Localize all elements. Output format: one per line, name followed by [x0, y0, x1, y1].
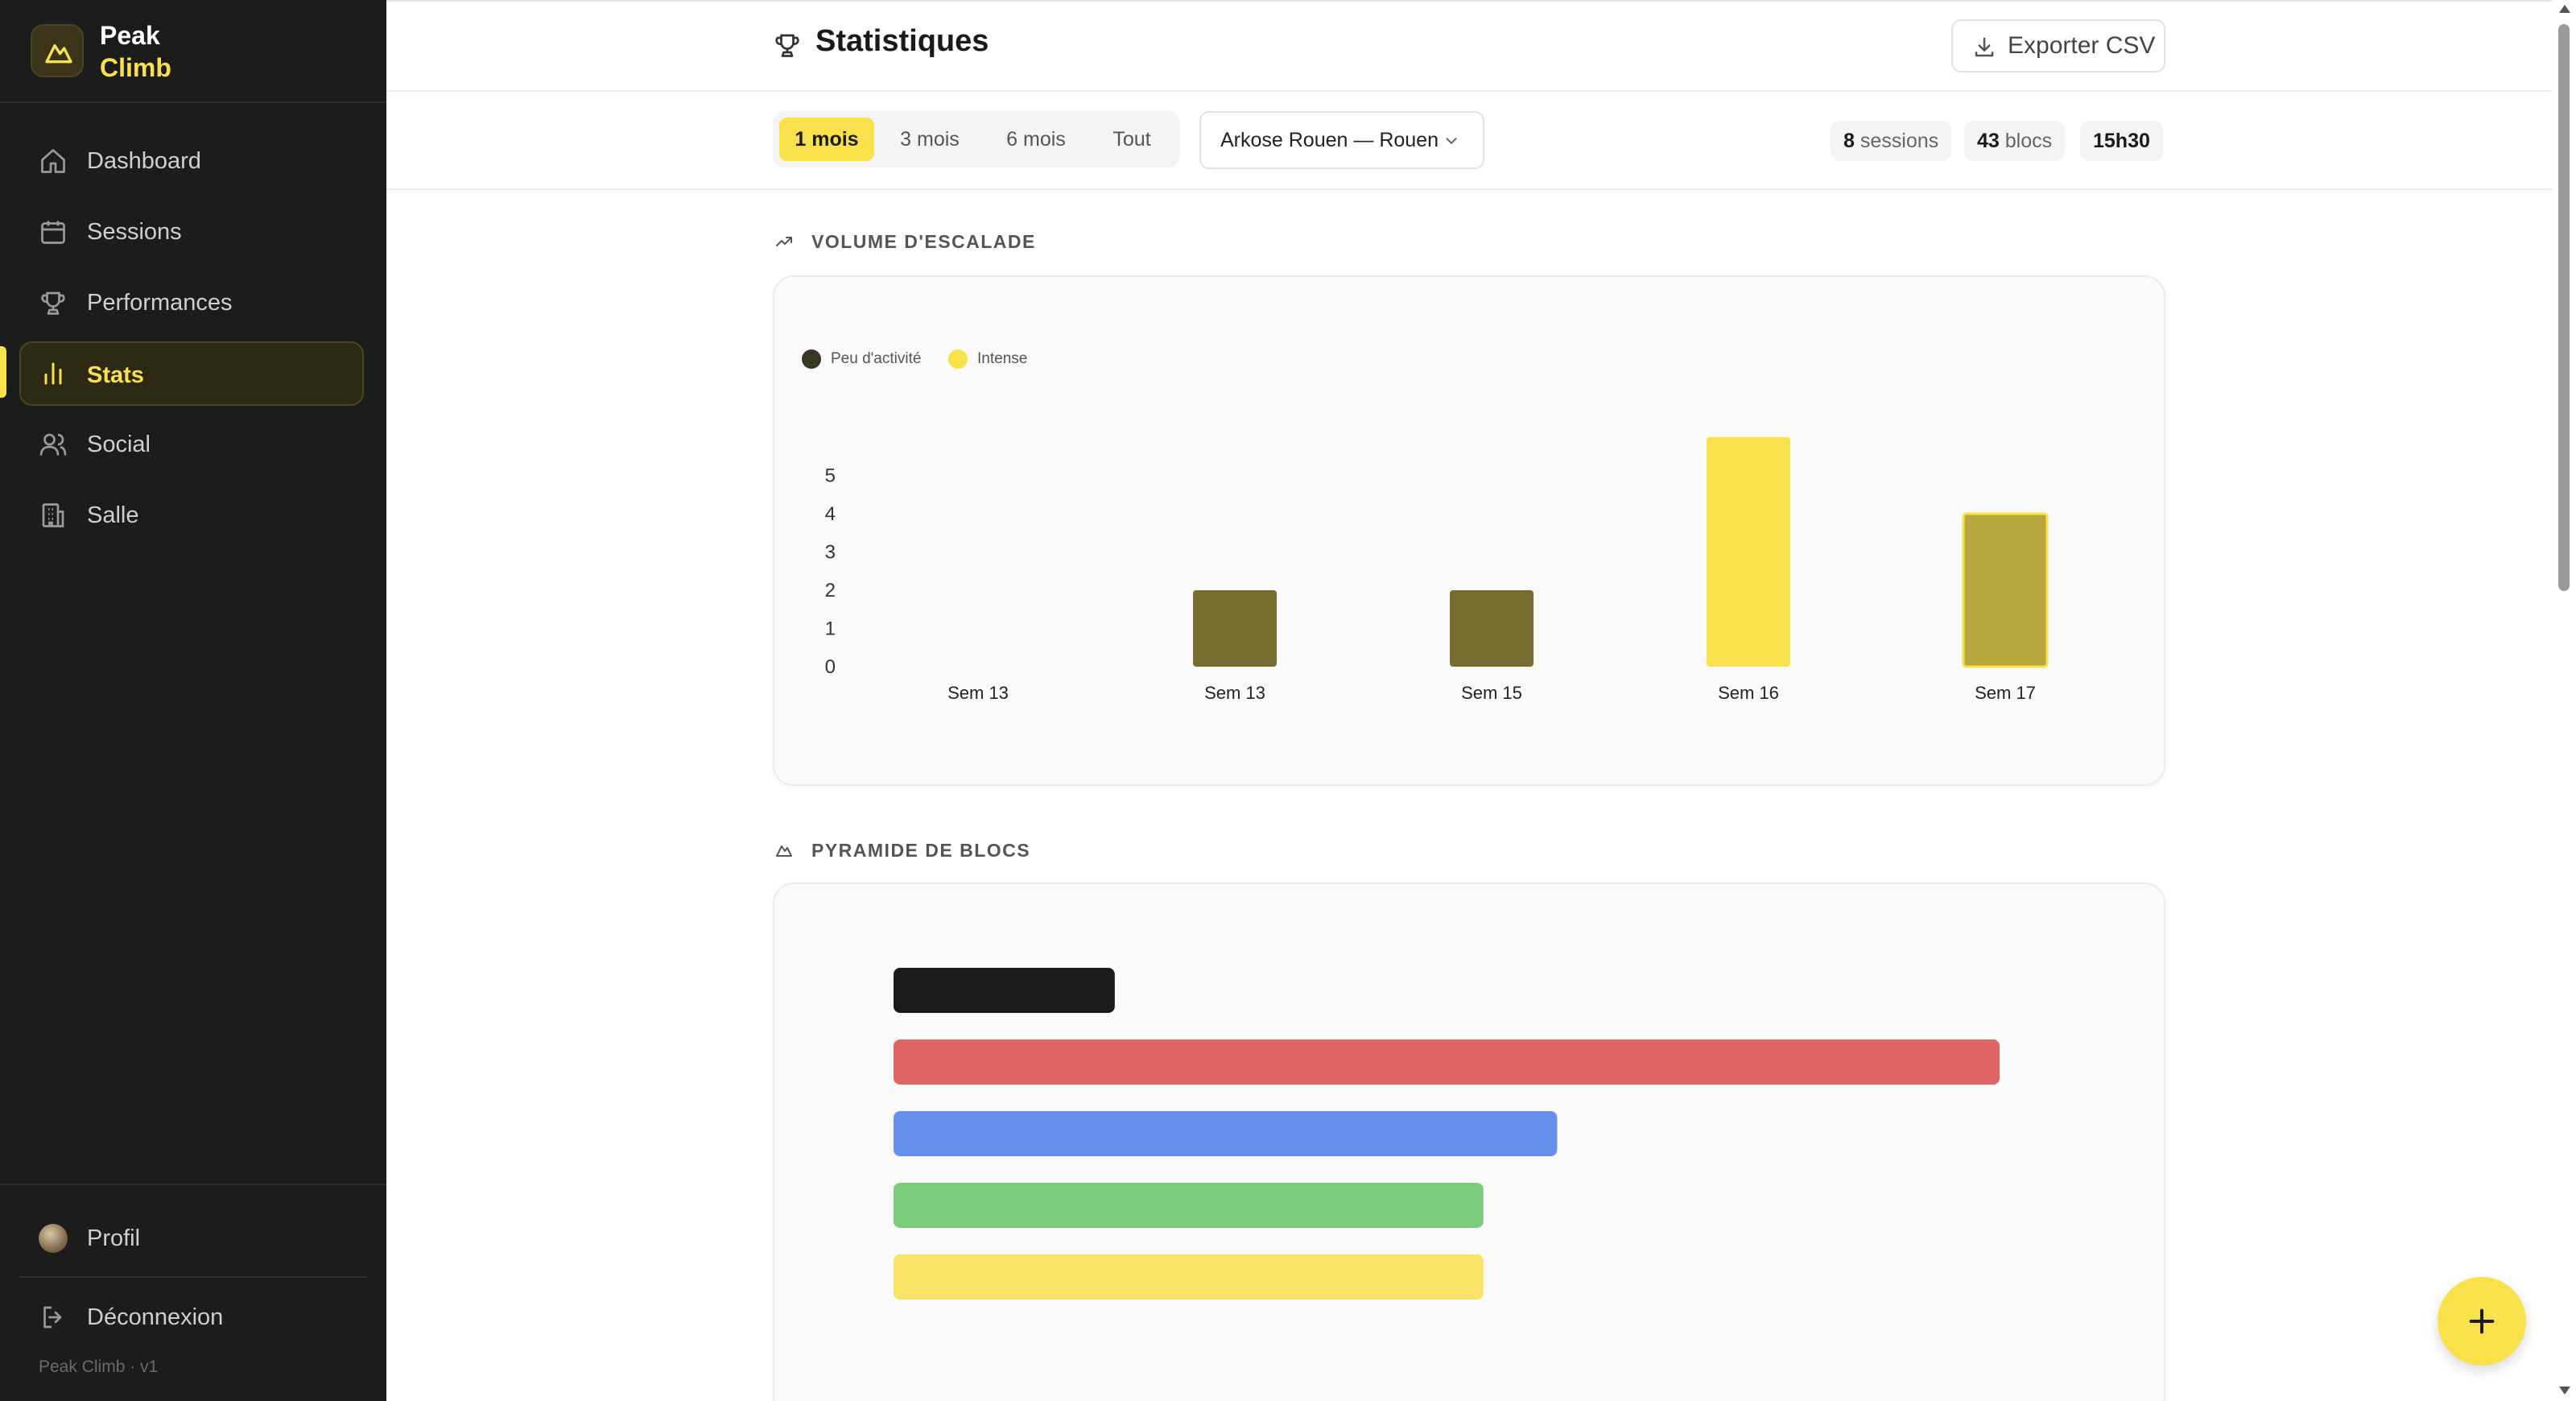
add-session-button[interactable] [2438, 1277, 2526, 1366]
period-all[interactable]: Tout [1113, 128, 1151, 151]
legend-dot-low [802, 349, 821, 369]
sidebar-item-stats[interactable]: Stats [19, 341, 364, 406]
y-tick-label: 3 [825, 542, 836, 564]
period-selector: 1 mois 3 mois 6 mois Tout [773, 111, 1180, 167]
volume-bar[interactable] [1193, 590, 1277, 667]
scrollbar-thumb[interactable] [2558, 24, 2570, 591]
total-duration: 15h30 [2080, 121, 2163, 161]
pyramid-bar[interactable] [894, 1254, 1484, 1300]
pyramid-bar[interactable] [894, 1183, 1484, 1228]
legend-label-low: Peu d'activité [831, 350, 922, 367]
sidebar-item-label: Salle [87, 502, 139, 528]
bar-chart-icon [44, 362, 62, 385]
logout-button[interactable]: Déconnexion [19, 1285, 364, 1349]
x-tick-label: Sem 17 [1975, 683, 2036, 703]
home-icon [41, 149, 65, 173]
pyramid-chart-card [773, 882, 2165, 1401]
gym-select[interactable]: Arkose Rouen — Rouen [1199, 111, 1484, 169]
y-tick-label: 5 [825, 465, 836, 487]
legend-label-intense: Intense [977, 350, 1028, 367]
brand-name: Peak Climb [100, 19, 171, 84]
sidebar: Peak Climb Dashboard Sessions Performanc… [0, 0, 386, 1401]
brand-name-line1: Peak [100, 21, 160, 50]
profile-link[interactable]: Profil [19, 1206, 364, 1271]
building-icon [42, 503, 64, 527]
sidebar-item-label: Stats [87, 362, 144, 388]
x-tick-label: Sem 16 [1718, 683, 1779, 703]
volume-bar[interactable] [1962, 512, 2049, 668]
x-tick-label: Sem 13 [947, 683, 1009, 703]
export-csv-label: Exporter CSV [2008, 32, 2156, 59]
sidebar-item-salle[interactable]: Salle [19, 483, 364, 548]
total-duration-value: 15h30 [2093, 130, 2150, 152]
scrollbar[interactable] [2552, 0, 2576, 1401]
sidebar-item-sessions[interactable]: Sessions [19, 200, 364, 264]
filter-bar [386, 92, 2552, 190]
y-tick-label: 2 [825, 580, 836, 601]
trending-up-icon [776, 237, 792, 246]
sidebar-item-dashboard[interactable]: Dashboard [19, 129, 364, 193]
active-indicator [0, 346, 6, 398]
pyramid-bar[interactable] [894, 1111, 1558, 1156]
scroll-up-arrow-icon[interactable] [2559, 5, 2570, 13]
blocs-count-label: blocs [2004, 130, 2053, 152]
divider [19, 1276, 367, 1278]
page-title: Statistiques [815, 24, 989, 58]
plus-icon [2469, 1308, 2495, 1334]
volume-chart: 0 1 2 3 4 5 Sem 13 Sem 13 Sem 15 Sem 16 Sem 17 [825, 437, 2049, 703]
sessions-count-value: 8 [1843, 130, 1855, 152]
y-tick-label: 1 [825, 618, 836, 640]
brand-name-line2: Climb [100, 53, 171, 82]
mountain-logo-icon [31, 24, 84, 77]
app-version: Peak Climb · v1 [39, 1358, 159, 1376]
pyramid-chart [894, 968, 2000, 1300]
pyramid-bar[interactable] [894, 1039, 2000, 1085]
sidebar-item-label: Social [87, 432, 151, 457]
download-icon [1975, 37, 1994, 57]
mountain-icon [776, 845, 792, 857]
sidebar-item-label: Performances [87, 290, 233, 316]
sessions-count-label: sessions [1860, 130, 1939, 152]
blocs-count-value: 43 [1977, 130, 2000, 152]
export-csv-button[interactable]: Exporter CSV [1951, 19, 2165, 72]
y-tick-label: 0 [825, 656, 836, 678]
calendar-icon [41, 221, 65, 244]
sidebar-item-social[interactable]: Social [19, 412, 364, 477]
logout-label: Déconnexion [87, 1304, 224, 1330]
users-icon [39, 433, 67, 456]
chevron-down-icon [1446, 138, 1457, 144]
volume-bar[interactable] [1707, 437, 1790, 667]
legend-dot-intense [948, 349, 968, 369]
scroll-down-arrow-icon[interactable] [2559, 1387, 2570, 1395]
topbar [386, 0, 2552, 92]
gym-select-value: Arkose Rouen — Rouen [1220, 129, 1438, 151]
x-tick-label: Sem 15 [1461, 683, 1522, 703]
sidebar-item-label: Sessions [87, 219, 182, 245]
period-3-months[interactable]: 3 mois [900, 128, 960, 151]
sidebar-item-performances[interactable]: Performances [19, 271, 364, 335]
volume-chart-card: Peu d'activité Intense 0 1 2 3 4 5 Sem 13 Sem 1… [773, 275, 2165, 786]
volume-heading-label: VOLUME D'ESCALADE [811, 231, 1036, 252]
sessions-count: 8 sessions [1831, 121, 1952, 161]
avatar [39, 1224, 68, 1253]
x-tick-label: Sem 13 [1204, 683, 1265, 703]
blocs-count: 43 blocs [1964, 121, 2066, 161]
volume-bar[interactable] [1450, 590, 1534, 667]
logout-icon [43, 1306, 62, 1329]
trophy-icon [775, 34, 799, 57]
brand[interactable]: Peak Climb [0, 0, 386, 103]
period-1-month[interactable]: 1 mois [779, 118, 874, 161]
trophy-icon [41, 291, 65, 315]
profile-label: Profil [87, 1225, 141, 1251]
pyramid-heading-label: PYRAMIDE DE BLOCS [811, 840, 1031, 861]
sidebar-item-label: Dashboard [87, 148, 201, 174]
period-6-months[interactable]: 6 mois [1006, 128, 1066, 151]
y-tick-label: 4 [825, 503, 836, 525]
pyramid-bar[interactable] [894, 968, 1115, 1013]
divider [0, 1184, 386, 1185]
